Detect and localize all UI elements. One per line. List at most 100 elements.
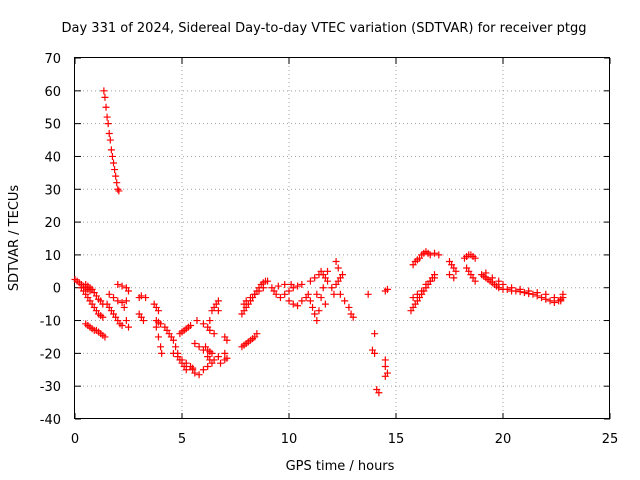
data-point [182,366,190,374]
data-point [242,297,250,305]
data-point [311,310,319,318]
axis-ticks: 0 5 10 15 20 25 -40 -30 -20 -10 0 10 20 30 40 50 60 70 [40,52,619,447]
data-point [381,362,389,370]
data-point [542,290,550,298]
data-point [172,343,180,351]
data-point [187,321,195,329]
data-point [115,187,123,195]
y-tick-label: -20 [40,347,61,362]
data-point [298,297,306,305]
data-point [319,284,327,292]
data-point [110,294,118,302]
data-point [375,389,383,397]
data-point [105,290,113,298]
data-point [525,287,533,295]
data-point [422,280,430,288]
data-point [182,359,190,367]
data-point [557,297,565,305]
data-point [106,136,114,144]
data-point [550,294,558,302]
data-point [154,333,162,341]
data-point [371,330,379,338]
data-points [71,87,567,397]
data-point [306,277,314,285]
data-point [120,303,128,311]
data-point [516,285,524,293]
data-point [345,303,353,311]
data-point [101,333,109,341]
data-point [191,340,199,348]
data-point [118,298,126,306]
data-point [409,294,417,302]
data-point [529,290,537,298]
data-point [317,294,325,302]
y-tick-label: 20 [44,216,61,231]
data-point [105,129,113,137]
data-point [364,290,372,298]
data-point [488,274,496,282]
data-point [512,287,520,295]
data-point [349,313,357,321]
data-point [339,271,346,279]
data-point [169,336,177,344]
data-point [195,343,203,351]
data-point [259,284,267,292]
data-point [294,302,302,310]
data-point [100,87,108,95]
data-point [99,313,107,321]
data-point [255,287,263,295]
data-point [111,166,119,174]
data-point [103,113,111,121]
data-point [508,284,516,292]
y-tick-label: 60 [44,85,61,100]
y-tick-label: -30 [40,380,61,395]
data-point [495,284,503,292]
data-point [264,277,272,285]
data-point [281,280,289,288]
data-point [174,353,182,361]
data-point [311,274,319,282]
data-point [304,290,312,298]
data-point [246,294,254,302]
data-point [319,271,327,279]
data-point [324,277,332,285]
data-point [223,354,231,362]
data-point [214,353,222,361]
data-point [381,372,389,380]
y-tick-label: 10 [44,249,61,264]
data-point [251,290,259,298]
y-axis-label: SDTVAR / TECUs [7,185,22,292]
data-point [101,93,109,101]
data-point [546,297,554,305]
data-point [452,267,460,275]
x-tick-label: 0 [71,432,79,447]
data-point [125,287,132,295]
data-point [332,257,340,265]
chart-title: Day 331 of 2024, Sidereal Day-to-day VTE… [62,21,587,36]
data-point [482,269,490,277]
data-point [313,290,321,298]
data-point [217,359,225,367]
data-point [285,297,293,305]
data-point [110,159,118,167]
data-point [214,297,222,305]
x-tick-label: 15 [388,432,405,447]
data-point [108,152,116,160]
data-point [381,356,389,364]
data-point [210,330,218,338]
y-tick-label: 50 [44,118,61,133]
grid [75,58,610,419]
data-point [193,317,201,325]
data-point [112,172,120,180]
x-tick-label: 25 [602,432,619,447]
data-point [139,317,147,325]
data-point [533,289,541,297]
data-point [431,249,439,257]
data-point [122,297,130,305]
data-point [309,303,317,311]
data-point [289,300,297,308]
data-point [294,282,302,290]
data-point [450,274,458,282]
data-point [285,287,293,295]
data-point [328,284,336,292]
